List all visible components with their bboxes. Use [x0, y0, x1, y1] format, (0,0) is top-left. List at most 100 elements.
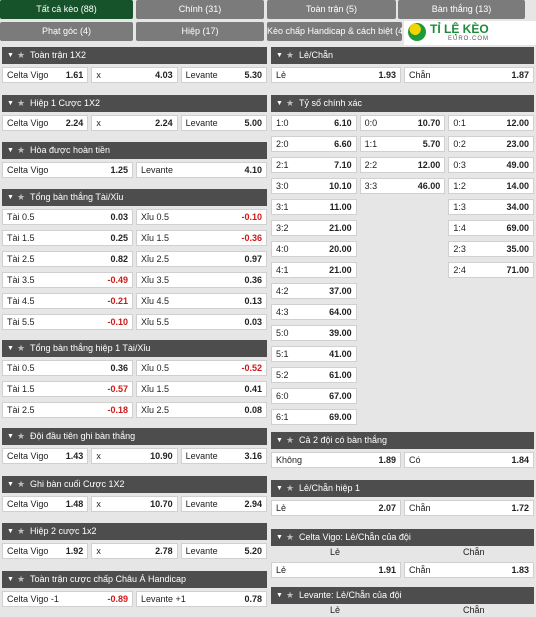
section-header[interactable]: ▼ ★ Tổng bàn thắng hiệp 1 Tài/Xỉu	[2, 340, 267, 357]
odds-cell[interactable]: 4:3 64.00	[271, 304, 357, 320]
odds-cell[interactable]: Tài 1.5 0.25	[2, 230, 133, 246]
collapse-arrow-icon[interactable]: ▼	[276, 534, 283, 541]
odds-cell[interactable]: Tài 5.5 -0.10	[2, 314, 133, 330]
odds-cell[interactable]: Xỉu 1.5 -0.36	[136, 230, 267, 246]
collapse-arrow-icon[interactable]: ▼	[7, 345, 14, 352]
odds-cell[interactable]: 4:1 21.00	[271, 262, 357, 278]
odds-cell[interactable]: 1:2 14.00	[448, 178, 534, 194]
odds-cell[interactable]: Xỉu 2.5 0.97	[136, 251, 267, 267]
section-header[interactable]: ▼ ★ Tổng bàn thắng Tài/Xỉu	[2, 189, 267, 206]
tab-2[interactable]: Toàn trận (5)	[267, 0, 396, 19]
odds-cell[interactable]: Levante 5.00	[180, 115, 267, 131]
collapse-arrow-icon[interactable]: ▼	[7, 52, 14, 59]
favorite-star-icon[interactable]: ★	[17, 574, 26, 584]
odds-cell[interactable]: x 10.70	[91, 496, 178, 512]
collapse-arrow-icon[interactable]: ▼	[7, 576, 14, 583]
odds-cell[interactable]: x 4.03	[91, 67, 178, 83]
section-header[interactable]: ▼ ★ Hòa được hoàn tiền	[2, 142, 267, 159]
odds-cell[interactable]: 1:0 6.10	[271, 115, 357, 131]
odds-cell[interactable]: x 10.90	[91, 448, 178, 464]
section-header[interactable]: ▼ ★ Lẻ/Chẵn	[271, 47, 534, 64]
tab-1[interactable]: Chính (31)	[136, 0, 264, 19]
collapse-arrow-icon[interactable]: ▼	[276, 100, 283, 107]
odds-cell[interactable]: Celta Vigo 1.61	[2, 67, 89, 83]
odds-cell[interactable]: 4:2 37.00	[271, 283, 357, 299]
odds-cell[interactable]: Lẻ 1.91	[271, 562, 401, 578]
odds-cell[interactable]: Xỉu 4.5 0.13	[136, 293, 267, 309]
odds-cell[interactable]: Xỉu 0.5 -0.10	[136, 209, 267, 225]
tab-0[interactable]: Tất cả kèo (88)	[0, 0, 133, 19]
odds-cell[interactable]: Xỉu 5.5 0.03	[136, 314, 267, 330]
favorite-star-icon[interactable]: ★	[17, 192, 26, 202]
odds-cell[interactable]: Tài 2.5 -0.18	[2, 402, 133, 418]
odds-cell[interactable]: 2:3 35.00	[448, 241, 534, 257]
favorite-star-icon[interactable]: ★	[17, 343, 26, 353]
odds-cell[interactable]: 3:2 21.00	[271, 220, 357, 236]
collapse-arrow-icon[interactable]: ▼	[7, 433, 14, 440]
odds-cell[interactable]: Không 1.89	[271, 452, 401, 468]
odds-cell[interactable]: Chẵn 1.87	[404, 67, 534, 83]
tab-4[interactable]: Phạt góc (4)	[0, 22, 133, 41]
section-header[interactable]: ▼ ★ Cả 2 đội có bàn thắng	[271, 432, 534, 449]
section-header[interactable]: ▼ ★ Ghi bàn cuối Cược 1X2	[2, 476, 267, 493]
tab-3[interactable]: Bàn thắng (13)	[398, 0, 525, 19]
favorite-star-icon[interactable]: ★	[286, 532, 295, 542]
odds-cell[interactable]: Celta Vigo -1 -0.89	[2, 591, 133, 607]
odds-cell[interactable]: 0:0 10.70	[359, 115, 446, 131]
section-header[interactable]: ▼ ★ Hiệp 2 cược 1x2	[2, 523, 267, 540]
odds-cell[interactable]: 6:0 67.00	[271, 388, 357, 404]
favorite-star-icon[interactable]: ★	[17, 479, 26, 489]
tab-5[interactable]: Hiệp (17)	[136, 22, 264, 41]
collapse-arrow-icon[interactable]: ▼	[276, 592, 283, 599]
odds-cell[interactable]: 2:4 71.00	[448, 262, 534, 278]
odds-cell[interactable]: Levante 2.94	[180, 496, 267, 512]
section-header[interactable]: ▼ ★ Toàn trận 1X2	[2, 47, 267, 64]
odds-cell[interactable]: Xỉu 3.5 0.36	[136, 272, 267, 288]
odds-cell[interactable]: Tài 1.5 -0.57	[2, 381, 133, 397]
favorite-star-icon[interactable]: ★	[286, 50, 295, 60]
favorite-star-icon[interactable]: ★	[286, 483, 295, 493]
odds-cell[interactable]: Levante +1 0.78	[136, 591, 267, 607]
odds-cell[interactable]: Xỉu 2.5 0.08	[136, 402, 267, 418]
section-header[interactable]: ▼ ★ Toàn trận cược chấp Châu Á Handicap	[2, 571, 267, 588]
odds-cell[interactable]: Levante 5.30	[180, 67, 267, 83]
odds-cell[interactable]: 5:1 41.00	[271, 346, 357, 362]
odds-cell[interactable]: Xỉu 1.5 0.41	[136, 381, 267, 397]
section-header[interactable]: ▼ ★ Celta Vigo: Lẻ/Chẵn của đội	[271, 529, 534, 546]
odds-cell[interactable]: x 2.24	[91, 115, 178, 131]
collapse-arrow-icon[interactable]: ▼	[7, 194, 14, 201]
favorite-star-icon[interactable]: ★	[17, 431, 26, 441]
odds-cell[interactable]: Tài 0.5 0.36	[2, 360, 133, 376]
collapse-arrow-icon[interactable]: ▼	[7, 100, 14, 107]
odds-cell[interactable]: Levante 4.10	[136, 162, 267, 178]
odds-cell[interactable]: Xỉu 0.5 -0.52	[136, 360, 267, 376]
collapse-arrow-icon[interactable]: ▼	[276, 485, 283, 492]
odds-cell[interactable]: x 2.78	[91, 543, 178, 559]
collapse-arrow-icon[interactable]: ▼	[276, 437, 283, 444]
odds-cell[interactable]: 5:2 61.00	[271, 367, 357, 383]
odds-cell[interactable]: Lẻ 1.93	[271, 67, 401, 83]
favorite-star-icon[interactable]: ★	[286, 435, 295, 445]
favorite-star-icon[interactable]: ★	[17, 98, 26, 108]
favorite-star-icon[interactable]: ★	[17, 50, 26, 60]
odds-cell[interactable]: Chẵn 1.83	[404, 562, 534, 578]
favorite-star-icon[interactable]: ★	[17, 526, 26, 536]
odds-cell[interactable]: 1:4 69.00	[448, 220, 534, 236]
odds-cell[interactable]: Lẻ 2.07	[271, 500, 401, 516]
odds-cell[interactable]: Tài 4.5 -0.21	[2, 293, 133, 309]
odds-cell[interactable]: 3:1 11.00	[271, 199, 357, 215]
odds-cell[interactable]: 2:1 7.10	[271, 157, 357, 173]
odds-cell[interactable]: 1:1 5.70	[359, 136, 446, 152]
odds-cell[interactable]: 4:0 20.00	[271, 241, 357, 257]
odds-cell[interactable]: Tài 0.5 0.03	[2, 209, 133, 225]
odds-cell[interactable]: Tài 3.5 -0.49	[2, 272, 133, 288]
section-header[interactable]: ▼ ★ Đội đầu tiên ghi bàn thắng	[2, 428, 267, 445]
odds-cell[interactable]: 1:3 34.00	[448, 199, 534, 215]
favorite-star-icon[interactable]: ★	[286, 590, 295, 600]
collapse-arrow-icon[interactable]: ▼	[276, 52, 283, 59]
odds-cell[interactable]: 2:0 6.60	[271, 136, 357, 152]
odds-cell[interactable]: Levante 5.20	[180, 543, 267, 559]
section-header[interactable]: ▼ ★ Lẻ/Chẵn hiệp 1	[271, 480, 534, 497]
odds-cell[interactable]: Levante 3.16	[180, 448, 267, 464]
odds-cell[interactable]: Chẵn 1.72	[404, 500, 534, 516]
